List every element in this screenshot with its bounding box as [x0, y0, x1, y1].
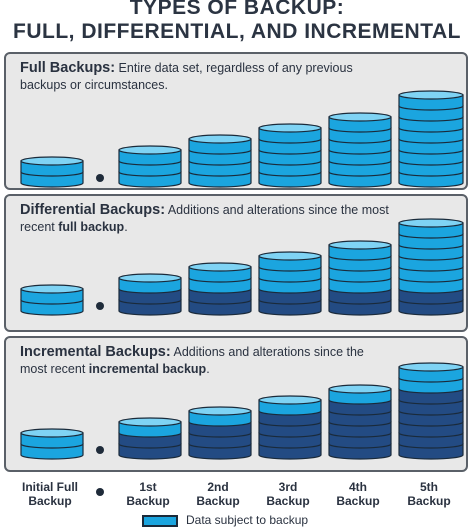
disk-stack-top	[258, 123, 322, 133]
column-label-line-2: Backup	[196, 494, 240, 508]
disk-stack	[328, 112, 392, 188]
column-label: 5th Backup	[382, 480, 474, 508]
panel-description: Differential Backups: Additions and alte…	[20, 202, 390, 236]
column-label-line-2: Backup	[407, 494, 451, 508]
disk-stack-top	[328, 384, 392, 394]
panel-emphasis: incremental backup	[88, 362, 207, 376]
disk-stack-top	[20, 428, 84, 438]
column-label-line-2: Backup	[28, 494, 72, 508]
column-label-line-2: Backup	[266, 494, 310, 508]
disk-stack-top	[258, 395, 322, 405]
panel-text: Additions and alterations since the most…	[20, 345, 364, 376]
disk-stack	[20, 284, 84, 316]
column-label: 3rd Backup	[242, 480, 334, 508]
column-label-line-1: 3rd	[278, 480, 298, 494]
column-label-line-2: Backup	[126, 494, 170, 508]
legend-label: Data subject to backup	[186, 513, 309, 527]
disk-stack-top	[398, 218, 464, 228]
disk-stack-top	[188, 406, 252, 416]
panel-heading: Incremental Backups:	[20, 344, 171, 360]
panel-text: Entire data set, regardless of any previ…	[20, 61, 353, 92]
full-backups-panel: Full Backups: Entire data set, regardles…	[4, 52, 468, 190]
disk-stack	[258, 251, 322, 316]
disk-stack-top	[118, 145, 182, 155]
disk-stack-top	[398, 90, 464, 100]
disk-stack-top	[328, 240, 392, 250]
separator-dot	[96, 488, 104, 496]
disk-stack-top	[118, 273, 182, 283]
disk-stack	[118, 273, 182, 316]
panel-heading: Differential Backups:	[20, 202, 166, 218]
column-label: 2nd Backup	[172, 480, 264, 508]
disk-stack	[188, 406, 252, 460]
disk-stack-top	[328, 112, 392, 122]
separator-dot	[96, 446, 104, 454]
disk-stack	[20, 428, 84, 460]
column-label: 1st Backup	[102, 480, 194, 508]
disk-stack	[188, 134, 252, 188]
disk-stack-top	[258, 251, 322, 261]
disk-stack	[188, 262, 252, 316]
disk-stack	[258, 123, 322, 188]
column-label-line-1: 1st	[139, 480, 157, 494]
differential-backups-panel: Differential Backups: Additions and alte…	[4, 194, 468, 332]
disk-stack	[258, 395, 322, 460]
disk-stack	[118, 145, 182, 188]
panel-description: Incremental Backups: Additions and alter…	[20, 344, 390, 378]
column-label-line-2: Backup	[336, 494, 380, 508]
column-label: Initial Full Backup	[4, 480, 96, 508]
panel-emphasis: full backup	[58, 220, 125, 234]
disk-stack	[20, 156, 84, 188]
disk-stack	[328, 384, 392, 460]
panel-heading: Full Backups:	[20, 60, 116, 76]
column-label-line-1: 2nd	[207, 480, 229, 494]
disk-stack-top	[20, 156, 84, 166]
column-label-line-1: Initial Full	[22, 480, 78, 494]
incremental-backups-panel: Incremental Backups: Additions and alter…	[4, 336, 468, 472]
panel-text-end: .	[206, 362, 210, 376]
disk-stack-top	[398, 362, 464, 372]
title-line-2: FULL, DIFFERENTIAL, AND INCREMENTAL	[13, 20, 461, 43]
title-line-1: TYPES OF BACKUP:	[129, 0, 345, 19]
disk-stack	[398, 362, 464, 460]
disk-stack	[398, 90, 464, 188]
panel-text: Additions and alterations since the most…	[20, 203, 389, 234]
separator-dot	[96, 174, 104, 182]
separator-dot	[96, 302, 104, 310]
disk-stack-top	[188, 134, 252, 144]
column-label: 4th Backup	[312, 480, 404, 508]
column-label-line-1: 5th	[420, 480, 438, 494]
disk-stack-top	[118, 417, 182, 427]
legend-swatch	[142, 515, 178, 527]
panel-description: Full Backups: Entire data set, regardles…	[20, 60, 390, 94]
disk-stack	[398, 218, 464, 316]
disk-stack-top	[188, 262, 252, 272]
disk-stack	[118, 417, 182, 460]
column-label-line-1: 4th	[349, 480, 367, 494]
disk-stack	[328, 240, 392, 316]
disk-stack-top	[20, 284, 84, 294]
panel-text-end: .	[124, 220, 128, 234]
